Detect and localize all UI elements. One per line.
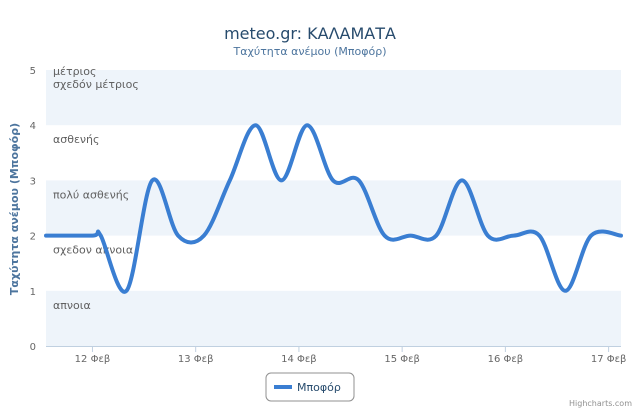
chart-subtitle: Ταχύτητα ανέμου (Μποφόρ)	[233, 45, 387, 58]
x-tick-label-3: 15 Φεβ	[384, 354, 420, 365]
band-label-2: πολύ ασθενής	[53, 188, 129, 201]
credit-text[interactable]: Highcharts.com	[569, 399, 632, 408]
y-axis-label: Ταχύτητα ανέμου (Μποφόρ)	[8, 123, 21, 295]
band-label-0: απνοια	[53, 299, 91, 312]
band-label-4: σχεδόν μέτριος	[53, 78, 139, 91]
x-tick-label-5: 17 Φεβ	[591, 354, 627, 365]
legend-series-label: Μποφόρ	[297, 381, 341, 394]
x-tick-label-0: 12 Φεβ	[75, 354, 111, 365]
y-tick-label-4: 4	[30, 121, 36, 132]
x-tick-label-2: 14 Φεβ	[281, 354, 317, 365]
y-axis-ticks: 0 1 2 3 4 5	[30, 66, 36, 353]
plot-bands	[46, 70, 621, 346]
plot-band-4	[46, 70, 621, 126]
series-line-0[interactable]	[44, 123, 623, 294]
plot-band-0	[46, 290, 621, 346]
x-tick-label-1: 13 Φεβ	[178, 354, 214, 365]
y-tick-label-0: 0	[30, 342, 36, 353]
series-layer	[44, 123, 623, 294]
legend-box[interactable]	[265, 372, 355, 402]
band-labels: απνοια σχεδον απνοια πολύ ασθενής ασθενής σχ…	[53, 65, 139, 312]
chart-title: meteo.gr: ΚΑΛΑΜΑΤΑ	[224, 24, 396, 43]
band-label-5: μέτριος	[53, 65, 96, 78]
band-label-1: σχεδον απνοια	[53, 244, 133, 257]
plot-band-2	[46, 180, 621, 236]
legend[interactable]: Μποφόρ	[265, 372, 355, 402]
y-tick-label-1: 1	[30, 287, 36, 298]
y-tick-label-5: 5	[30, 66, 36, 77]
x-axis: 12 Φεβ 13 Φεβ 14 Φεβ 15 Φεβ 16 Φεβ 17 Φεβ	[46, 346, 626, 365]
y-tick-label-3: 3	[30, 176, 36, 187]
y-tick-label-2: 2	[30, 232, 36, 243]
x-tick-label-4: 16 Φεβ	[488, 354, 524, 365]
band-label-3: ασθενής	[53, 133, 99, 146]
